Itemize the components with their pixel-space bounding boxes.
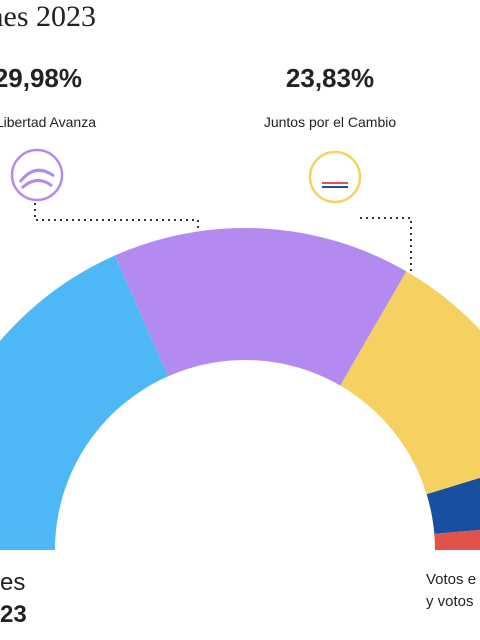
slice (114, 227, 407, 386)
slice (426, 477, 480, 534)
annotation: Votos e (426, 571, 476, 588)
party-logo (308, 150, 362, 204)
slice (0, 255, 169, 550)
annotation: y votos (426, 593, 474, 610)
category-label: Juntos por el Cambio (264, 114, 397, 130)
party-logo (10, 148, 64, 202)
annotation: es (0, 569, 25, 596)
slice (434, 530, 480, 550)
value-label: 23,83% (286, 63, 374, 93)
slice (340, 271, 480, 495)
annotation: 23 (0, 601, 27, 628)
chart-title: Elecciones 2023 (0, 0, 96, 33)
value-label: 29,98% (0, 63, 82, 93)
category-label: La Libertad Avanza (0, 114, 96, 130)
